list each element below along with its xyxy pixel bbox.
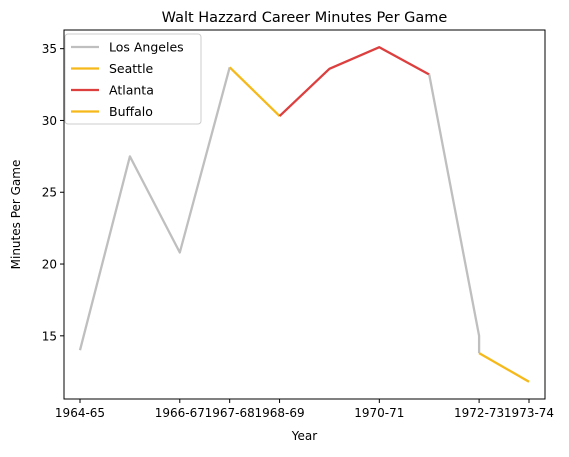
series-line-buffalo-4 bbox=[478, 352, 530, 383]
x-tick-label: 1967-68 bbox=[205, 406, 255, 420]
y-tick-label: 15 bbox=[42, 329, 57, 343]
y-axis-label: Minutes Per Game bbox=[9, 160, 23, 270]
x-tick-label: 1964-65 bbox=[55, 406, 105, 420]
series-layer bbox=[78, 46, 530, 383]
x-tick-label: 1972-73 bbox=[454, 406, 504, 420]
y-tick-label: 20 bbox=[42, 258, 57, 272]
series-line-los-angeles-3 bbox=[428, 74, 481, 354]
series-line-atlanta-2 bbox=[278, 46, 430, 117]
x-tick-label: 1970-71 bbox=[354, 406, 404, 420]
chart-title: Walt Hazzard Career Minutes Per Game bbox=[162, 10, 448, 26]
y-tick-label: 30 bbox=[42, 114, 57, 128]
x-tick-label: 1973-74 bbox=[504, 406, 554, 420]
legend-label: Seattle bbox=[109, 61, 154, 76]
x-tick-label: 1966-67 bbox=[155, 406, 205, 420]
y-tick-label: 25 bbox=[42, 186, 57, 200]
x-axis: 1964-65 1966-67 1967-68 1968-69 1970-71 1972-… bbox=[55, 399, 554, 420]
x-tick-label: 1968-69 bbox=[254, 406, 304, 420]
y-axis: 15 20 25 30 35 bbox=[42, 42, 64, 343]
y-tick-label: 35 bbox=[42, 42, 57, 56]
legend-label: Los Angeles bbox=[109, 40, 184, 55]
legend-label: Atlanta bbox=[109, 83, 154, 98]
series-line-los-angeles-0 bbox=[78, 67, 231, 351]
series-line-seattle-1 bbox=[228, 66, 281, 117]
plot-border bbox=[63, 29, 546, 400]
x-axis-label: Year bbox=[291, 429, 317, 443]
legend-label: Buffalo bbox=[109, 104, 153, 119]
legend-box bbox=[64, 33, 202, 125]
legend: Los Angeles Seattle Atlanta Buffalo bbox=[64, 33, 202, 125]
